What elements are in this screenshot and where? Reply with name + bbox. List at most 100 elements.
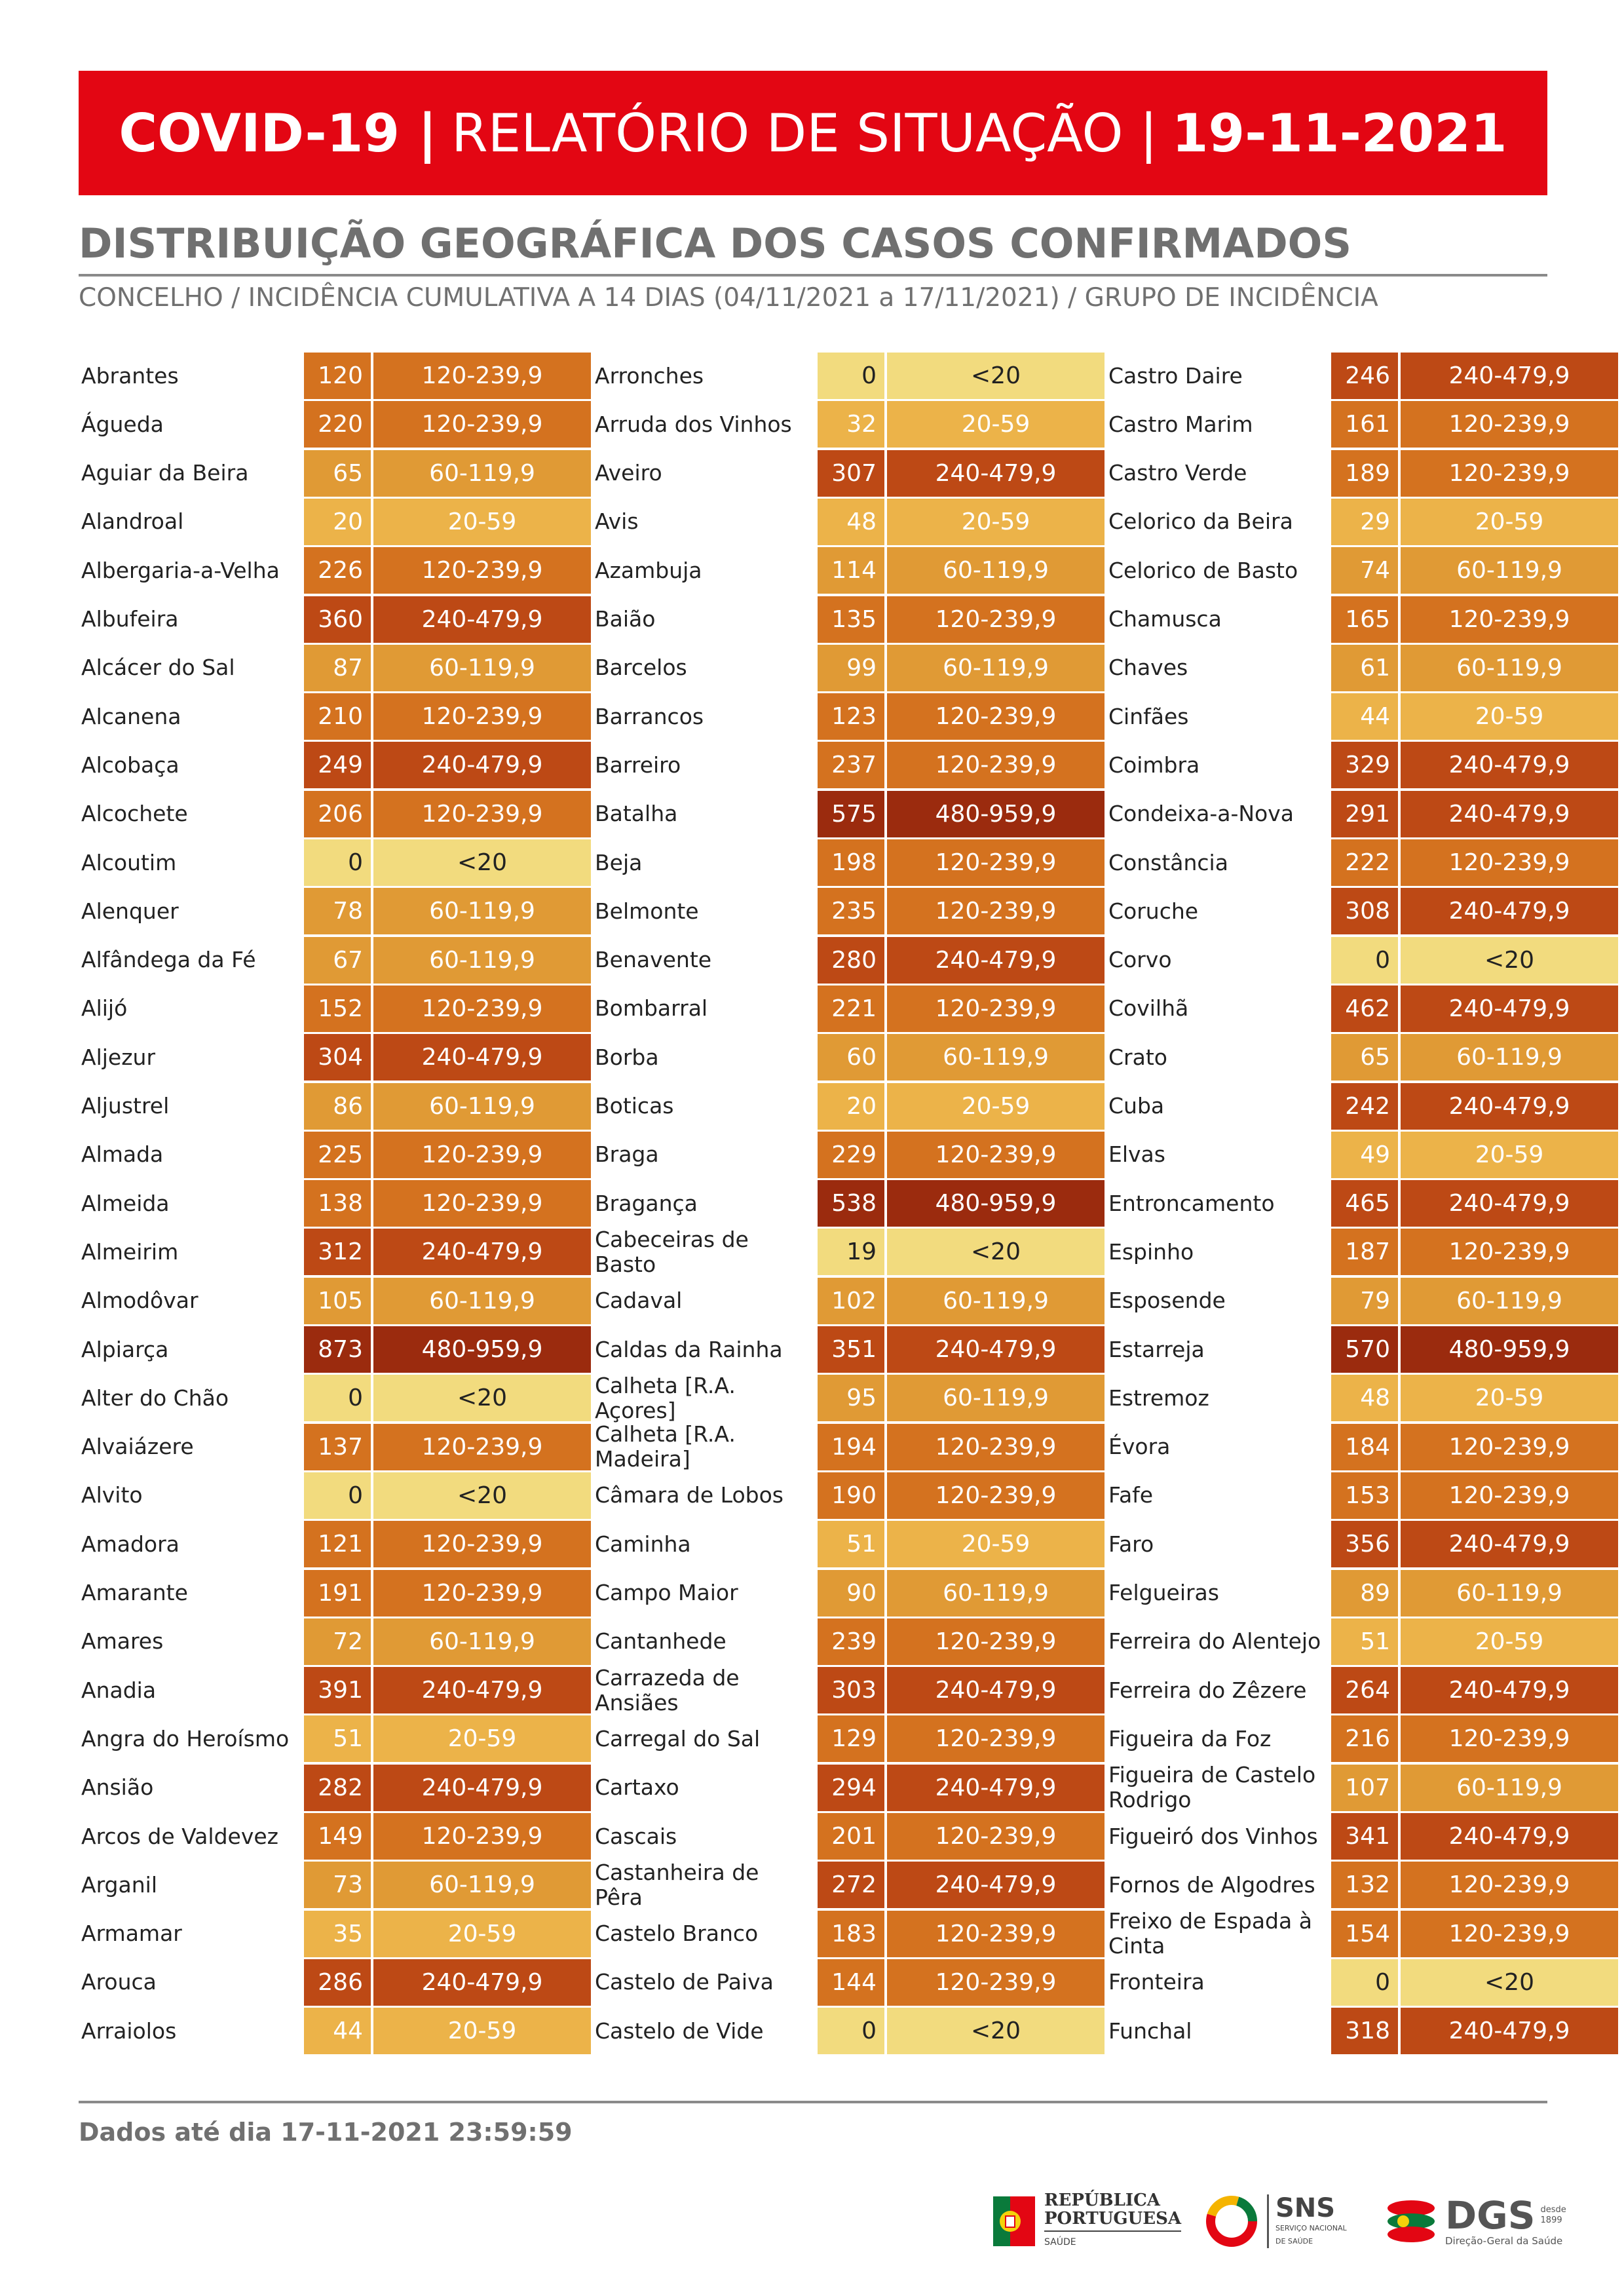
- municipality-name: Armamar: [81, 1921, 182, 1947]
- incidence-value: 237: [818, 742, 884, 789]
- incidence-value: 73: [304, 1862, 371, 1909]
- municipality-name: Castro Verde: [1108, 460, 1247, 486]
- incidence-value: 129: [818, 1715, 884, 1763]
- incidence-value: 20: [304, 498, 371, 545]
- municipality-name: Castelo de Vide: [595, 2018, 764, 2044]
- municipality-name: Azambuja: [595, 557, 702, 583]
- incidence-group: 60-119,9: [373, 450, 591, 497]
- table-row: Cascais 201 120-239,9: [592, 1813, 1105, 1860]
- table-row: Ansião 282 240-479,9: [79, 1764, 591, 1811]
- municipality-name: Figueiró dos Vinhos: [1108, 1823, 1318, 1849]
- table-row: Barreiro 237 120-239,9: [592, 742, 1105, 789]
- incidence-group: 240-479,9: [1401, 353, 1618, 399]
- incidence-value: 210: [304, 693, 371, 740]
- table-row: Carregal do Sal 129 120-239,9: [592, 1715, 1105, 1763]
- table-row: Castro Verde 189 120-239,9: [1106, 450, 1618, 497]
- portugal-shield-icon: [993, 2196, 1035, 2246]
- incidence-value: 570: [1331, 1326, 1398, 1373]
- municipality-name: Celorico da Beira: [1108, 508, 1293, 535]
- incidence-value: 99: [818, 644, 884, 691]
- incidence-group: 20-59: [887, 498, 1105, 545]
- banner-title-left: COVID-19 |: [119, 102, 438, 164]
- incidence-group: 240-479,9: [1401, 1521, 1618, 1568]
- sns-sub2: DE SAÚDE: [1275, 2237, 1313, 2246]
- municipality-name: Alvito: [81, 1482, 143, 1508]
- municipality-name: Celorico de Basto: [1108, 557, 1298, 583]
- table-row: Faro 356 240-479,9: [1106, 1521, 1618, 1568]
- incidence-value: 48: [1331, 1375, 1398, 1422]
- municipality-name: Calheta [R.A. Madeira]: [595, 1421, 736, 1472]
- incidence-group: 20-59: [373, 2008, 591, 2055]
- municipality-name: Belmonte: [595, 898, 699, 924]
- incidence-group: <20: [1401, 1959, 1618, 2006]
- table-row: Alfândega da Fé 67 60-119,9: [79, 936, 591, 984]
- table-row: Coimbra 329 240-479,9: [1106, 742, 1618, 789]
- municipality-name: Alijó: [81, 995, 128, 1022]
- table-row: Bragança 538 480-959,9: [592, 1180, 1105, 1227]
- municipality-name: Chaves: [1108, 655, 1188, 681]
- table-row: Avis 48 20-59: [592, 498, 1105, 545]
- incidence-value: 264: [1331, 1667, 1398, 1714]
- incidence-value: 161: [1331, 401, 1398, 448]
- table-row: Celorico da Beira 29 20-59: [1106, 498, 1618, 545]
- table-row: Águeda 220 120-239,9: [79, 401, 591, 448]
- table-row: Esposende 79 60-119,9: [1106, 1277, 1618, 1324]
- incidence-group: 20-59: [373, 1910, 591, 1957]
- table-row: Benavente 280 240-479,9: [592, 936, 1105, 984]
- municipality-name: Barreiro: [595, 752, 681, 778]
- incidence-value: 20: [818, 1082, 884, 1130]
- municipality-name: Castelo de Paiva: [595, 1969, 774, 1995]
- incidence-group: 240-479,9: [1401, 790, 1618, 837]
- incidence-group: 120-239,9: [887, 1715, 1105, 1763]
- incidence-value: 356: [1331, 1521, 1398, 1568]
- incidence-value: 221: [818, 985, 884, 1032]
- table-row: Estarreja 570 480-959,9: [1106, 1326, 1618, 1373]
- section-divider: [79, 274, 1547, 277]
- incidence-value: 229: [818, 1131, 884, 1178]
- incidence-value: 220: [304, 401, 371, 448]
- incidence-value: 312: [304, 1229, 371, 1276]
- table-row: Castelo de Vide 0 <20: [592, 2008, 1105, 2055]
- incidence-group: 20-59: [1401, 1131, 1618, 1178]
- incidence-value: 291: [1331, 790, 1398, 837]
- incidence-group: 120-239,9: [373, 1131, 591, 1178]
- municipality-name: Almeida: [81, 1190, 170, 1216]
- incidence-value: 198: [818, 839, 884, 886]
- incidence-value: 280: [818, 936, 884, 984]
- table-row: Arganil 73 60-119,9: [79, 1862, 591, 1909]
- incidence-group: 120-239,9: [1401, 596, 1618, 643]
- incidence-value: 216: [1331, 1715, 1398, 1763]
- municipality-name: Aljezur: [81, 1044, 156, 1070]
- municipality-name: Covilhã: [1108, 995, 1189, 1022]
- table-row: Abrantes 120 120-239,9: [79, 353, 591, 399]
- incidence-group: 120-239,9: [373, 790, 591, 837]
- municipality-name: Caminha: [595, 1531, 691, 1557]
- incidence-group: 120-239,9: [887, 742, 1105, 789]
- incidence-group: 120-239,9: [887, 1618, 1105, 1665]
- incidence-group: 120-239,9: [1401, 1862, 1618, 1909]
- table-row: Alvaiázere 137 120-239,9: [79, 1423, 591, 1470]
- municipality-name: Felgueiras: [1108, 1580, 1219, 1605]
- republica-line3: SAÚDE: [1044, 2230, 1182, 2251]
- table-row: Amadora 121 120-239,9: [79, 1521, 591, 1568]
- table-row: Figueira da Foz 216 120-239,9: [1106, 1715, 1618, 1763]
- incidence-value: 303: [818, 1667, 884, 1714]
- incidence-value: 318: [1331, 2008, 1398, 2055]
- section-subtitle: CONCELHO / INCIDÊNCIA CUMULATIVA A 14 DI…: [79, 283, 1378, 313]
- report-banner: COVID-19 | RELATÓRIO DE SITUAÇÃO | 19-11…: [79, 71, 1547, 195]
- table-row: Corvo 0 <20: [1106, 936, 1618, 984]
- incidence-value: 201: [818, 1813, 884, 1860]
- incidence-group: 240-479,9: [887, 1326, 1105, 1373]
- incidence-group: 240-479,9: [887, 936, 1105, 984]
- incidence-group: 20-59: [373, 1715, 591, 1763]
- municipality-name: Amadora: [81, 1531, 179, 1557]
- municipality-name: Alcobaça: [81, 752, 179, 778]
- dgs-text: DGS: [1445, 2193, 1536, 2238]
- incidence-group: 20-59: [1401, 498, 1618, 545]
- incidence-group: 120-239,9: [373, 401, 591, 448]
- table-row: Estremoz 48 20-59: [1106, 1375, 1618, 1422]
- incidence-group: 60-119,9: [373, 1082, 591, 1130]
- table-row: Câmara de Lobos 190 120-239,9: [592, 1472, 1105, 1519]
- table-row: Espinho 187 120-239,9: [1106, 1229, 1618, 1276]
- data-date-footer: Dados até dia 17-11-2021 23:59:59: [79, 2118, 573, 2147]
